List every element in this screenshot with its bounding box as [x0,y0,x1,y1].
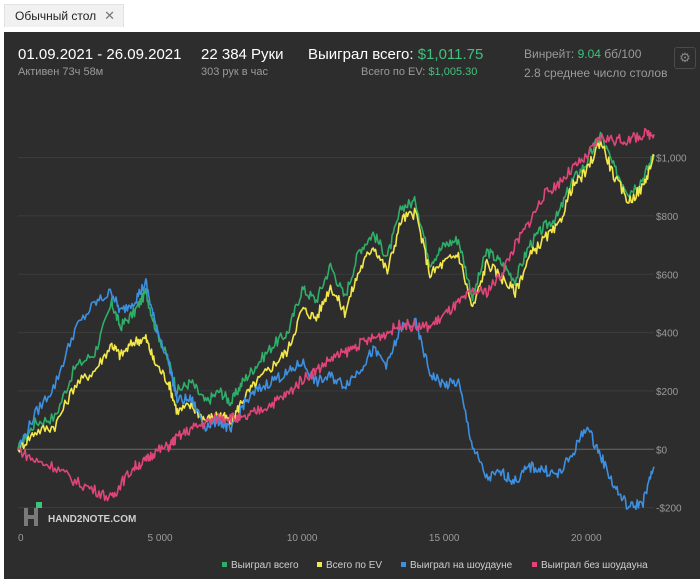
x-tick-label: 10 000 [287,533,318,544]
legend-item: Выиграл на шоудауне [401,560,513,571]
series-line [17,127,655,502]
y-tick-label: $600 [656,270,679,281]
won-total: Выиграл всего: $1,011.75 [308,46,483,63]
legend-item: Выиграл без шоудауна [532,559,648,571]
legend-label: Выиграл всего [231,560,299,571]
active-time: Активен 73ч 58м [18,66,104,78]
legend-item: Всего по EV [317,560,382,571]
tab-bar: Обычный стол ✕ [0,0,700,32]
hand2note-logo: HAND2NOTE.COM [24,502,136,526]
y-tick-label: $0 [656,445,668,456]
legend-label: Выиграл без шоудауна [541,559,648,571]
ev-value: $1,005.30 [428,66,478,78]
x-tick-label: 15 000 [429,533,460,544]
legend-swatch [532,562,537,567]
series-line [17,278,655,511]
y-tick-label: $1,000 [656,154,687,165]
grid [18,157,654,509]
legend: Выиграл всего Всего по EV Выиграл на шоуда… [222,559,648,571]
legend-swatch [317,562,322,567]
hands-count: 22 384 Руки [201,46,284,63]
winrate: Винрейт: 9.04 бб/100 [524,47,641,61]
y-tick-label: $400 [656,329,679,340]
bankroll-chart: HAND2NOTE.COM -$200 $0 $200 $400 $600 $800 $1,… [17,127,687,571]
ev-label: Всего по EV: [361,66,426,78]
winrate-value: 9.04 [577,47,601,61]
x-tick-label: 20 000 [571,533,602,544]
tab-regular-table[interactable]: Обычный стол ✕ [4,4,125,27]
gear-icon[interactable]: ⚙ [674,47,696,69]
watermark-text: HAND2NOTE.COM [48,514,136,525]
close-icon[interactable]: ✕ [104,8,116,23]
series-line [17,139,655,453]
stats-panel: 01.09.2021 - 26.09.2021 Активен 73ч 58м … [4,32,700,579]
legend-swatch [401,562,406,567]
tab-label: Обычный стол [15,9,97,23]
series-line [17,131,655,450]
won-value: $1,011.75 [417,46,484,63]
hands-per-hour: 303 рук в час [201,66,269,78]
date-range: 01.09.2021 - 26.09.2021 [18,46,182,63]
legend-label: Выиграл на шоудауне [410,560,513,571]
x-tick-label: 0 [18,533,24,544]
y-tick-label: $800 [656,212,679,223]
x-tick-label: 5 000 [148,533,173,544]
legend-label: Всего по EV [326,560,382,571]
y-tick-label: -$200 [656,504,682,515]
legend-swatch [222,562,227,567]
winrate-unit: бб/100 [604,47,642,61]
ev-total: Всего по EV: $1,005.30 [361,66,477,78]
legend-item: Выиграл всего [222,560,299,571]
won-label: Выиграл всего: [308,46,414,63]
axes: -$200 $0 $200 $400 $600 $800 $1,000 0 5 000 10 00… [18,154,687,544]
winrate-label: Винрейт: [524,47,575,61]
series [17,127,655,511]
y-tick-label: $200 [656,387,679,398]
avg-tables: 2.8 среднее число столов [524,66,668,80]
